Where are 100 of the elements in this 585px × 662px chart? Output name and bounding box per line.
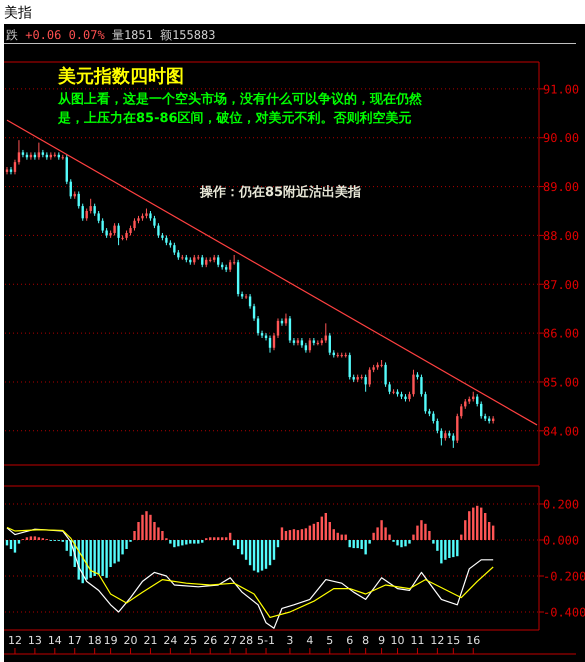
candlestick	[472, 391, 474, 402]
candlestick	[324, 322, 327, 344]
x-tick-label: 8	[362, 634, 370, 647]
x-tick-label: 9	[378, 634, 386, 647]
candlestick	[476, 394, 478, 407]
candlestick	[288, 316, 292, 344]
x-tick-label: 14	[48, 634, 62, 647]
candlestick	[177, 250, 180, 260]
chart-subtitle: 跌 +0.06 0.07% 量1851 额155883	[6, 28, 216, 42]
bar	[292, 529, 296, 540]
bar	[189, 540, 192, 544]
y-tick-label: 85.00	[543, 375, 580, 390]
candlestick	[308, 337, 312, 354]
annotation: 操作：仍在85附近沽出美指	[199, 184, 362, 200]
bar	[213, 537, 216, 540]
candlestick	[217, 254, 220, 268]
candlestick	[82, 203, 84, 222]
candlestick	[165, 234, 168, 246]
bar	[197, 540, 200, 544]
x-tick-label: 12	[430, 634, 444, 647]
candlestick	[232, 254, 236, 266]
candlestick	[86, 208, 88, 222]
bar	[296, 530, 300, 540]
candlestick	[440, 428, 443, 446]
bar	[105, 540, 108, 578]
candlestick	[348, 352, 351, 380]
candlestick	[157, 222, 160, 238]
annotation: 从图上看，这是一个空头市场，没有什么可以争议的，现在仍然	[57, 91, 423, 107]
candlestick	[300, 337, 304, 348]
bar	[185, 540, 188, 544]
bar	[97, 540, 100, 574]
bar	[181, 540, 184, 546]
y-tick-label: 0.200	[543, 498, 580, 512]
bar	[348, 540, 351, 548]
candlestick	[228, 259, 232, 273]
candlestick	[328, 332, 331, 356]
bar	[201, 540, 204, 543]
candlestick	[420, 374, 423, 398]
bar	[312, 524, 316, 540]
bar	[420, 520, 423, 540]
x-tick-label: 6	[346, 634, 354, 647]
bar	[224, 537, 228, 540]
bar	[308, 526, 312, 540]
y-tick-label: 0.000	[543, 534, 580, 548]
y-tick-label: 89.00	[543, 180, 580, 194]
candlestick	[248, 294, 252, 310]
bar	[217, 537, 220, 540]
bar	[452, 540, 455, 558]
bar	[440, 540, 443, 564]
x-tick-label: 27	[223, 634, 238, 647]
bar	[364, 540, 367, 554]
candlestick	[432, 410, 435, 424]
bar	[444, 540, 447, 560]
bar	[344, 534, 347, 540]
y-tick-label: 88.00	[543, 228, 580, 243]
candlestick	[380, 359, 383, 368]
candlestick	[444, 430, 447, 442]
bar	[340, 534, 343, 540]
bar	[456, 540, 458, 556]
x-tick-label: 19	[104, 634, 118, 647]
candlestick	[388, 381, 391, 395]
x-tick-label: 28	[239, 634, 254, 647]
x-tick-label: 25	[183, 634, 198, 647]
bar	[34, 536, 36, 540]
annotation: 美元指数四时图	[57, 66, 184, 87]
bar	[38, 537, 40, 540]
candlestick	[452, 432, 455, 448]
y-tick-label: 84.00	[543, 424, 580, 438]
bar	[86, 540, 88, 580]
x-tick-label: 24	[163, 634, 178, 647]
x-tick-label: 3	[286, 634, 294, 647]
candlestick	[113, 222, 116, 236]
bar	[220, 537, 224, 540]
y-tick-label: 91.00	[543, 82, 580, 96]
bar	[228, 532, 232, 540]
bar	[113, 540, 116, 564]
x-tick-label: 13	[28, 634, 42, 647]
x-tick-label: 26	[203, 634, 218, 647]
candlestick	[105, 228, 108, 238]
x-tick-label: 15	[446, 634, 460, 647]
x-tick-label: 4	[306, 634, 314, 647]
bar	[177, 540, 180, 546]
candlestick	[70, 178, 72, 200]
bar	[101, 540, 104, 576]
candlestick	[460, 403, 462, 420]
x-tick-label: 11	[410, 634, 424, 647]
bar	[380, 520, 383, 540]
bar	[89, 540, 92, 578]
bar	[324, 513, 327, 540]
x-tick-label: 18	[88, 634, 102, 647]
candlestick	[153, 215, 156, 229]
bar	[352, 540, 355, 548]
candlestick	[364, 374, 367, 392]
candlestick	[384, 362, 387, 388]
y-tick-label: 90.00	[543, 131, 580, 146]
y-tick-label: 87.00	[543, 278, 580, 292]
bar	[252, 540, 256, 571]
bar	[26, 537, 28, 540]
x-tick-label: 12	[8, 634, 22, 647]
candlestick	[38, 142, 40, 160]
